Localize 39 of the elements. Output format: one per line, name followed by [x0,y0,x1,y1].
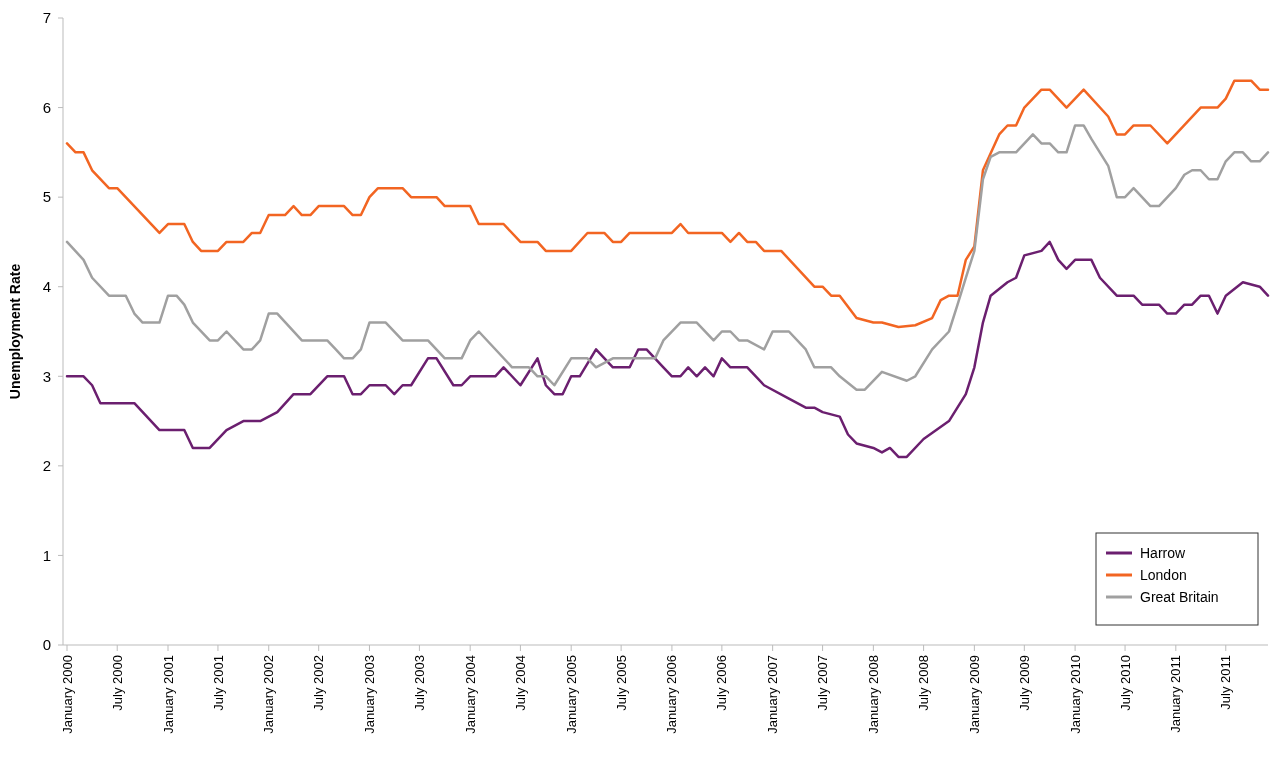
x-tick-label: July 2002 [311,655,327,711]
x-tick-label: January 2011 [1168,655,1184,733]
x-tick-label: January 2005 [563,655,579,734]
line-series [65,79,1270,329]
x-tick-label: January 2008 [865,655,881,734]
y-axis-title: Unemployment Rate [7,263,23,400]
x-tick-label: January 2006 [664,655,680,734]
x-tick-label: January 2002 [261,655,277,734]
x-tick-label: July 2004 [512,655,528,711]
x-tick-label: July 2003 [411,655,427,711]
x-tick-label: July 2010 [1117,655,1133,711]
y-tick-label: 5 [42,188,51,206]
x-tick-label: January 2007 [765,655,781,734]
x-tick-label: July 2009 [1016,655,1032,711]
y-tick-label: 3 [42,367,51,385]
x-tick-label: July 2008 [916,655,932,711]
x-tick-label: January 2010 [1067,655,1083,734]
x-tick-label: July 2006 [714,655,730,711]
x-tick-label: January 2000 [59,655,75,734]
y-tick-label: 1 [42,546,51,564]
y-tick-label: 6 [42,98,51,116]
legend-label: London [1140,566,1187,583]
line-series [65,240,1270,459]
x-tick-label: July 2007 [815,655,831,711]
y-tick-label: 4 [42,277,51,295]
y-tick-label: 0 [42,636,51,654]
x-tick-label: July 2005 [613,655,629,711]
x-tick-label: July 2001 [210,655,226,711]
y-tick-label: 7 [42,9,51,27]
legend-label: Harrow [1140,544,1187,561]
x-tick-label: January 2001 [160,655,176,734]
line-series [65,124,1270,391]
y-tick-label: 2 [42,457,51,475]
x-tick-label: July 2000 [109,655,125,711]
legend-label: Great Britain [1140,588,1219,605]
x-tick-label: July 2011 [1218,655,1234,710]
x-tick-label: January 2003 [362,655,378,734]
x-tick-label: January 2009 [966,655,982,734]
x-tick-label: January 2004 [462,655,478,734]
